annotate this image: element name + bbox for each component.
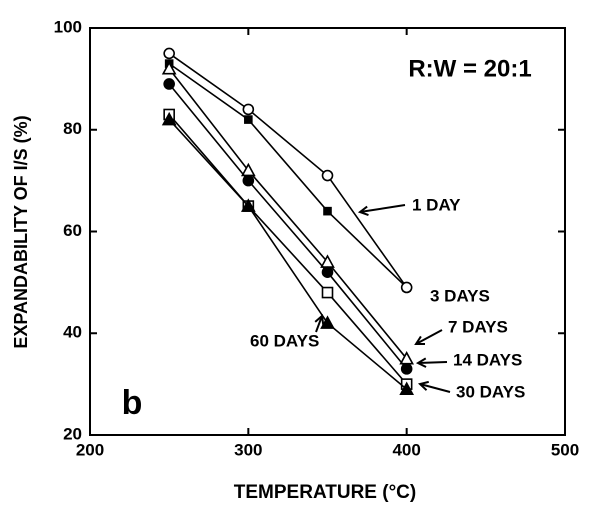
x-tick-label: 500 — [551, 440, 579, 459]
marker — [242, 103, 255, 116]
y-axis-title: EXPANDABILITY OF I/S (%) — [11, 115, 31, 348]
marker — [321, 286, 334, 299]
series-line — [168, 68, 408, 360]
series-line — [168, 119, 408, 390]
x-tick-label: 200 — [76, 440, 104, 459]
y-tick-label: 20 — [63, 424, 82, 443]
series-line — [168, 83, 408, 370]
series-label: 7 DAYS — [448, 317, 508, 336]
marker — [163, 78, 175, 90]
series-line — [168, 113, 408, 385]
x-tick-label: 300 — [234, 440, 262, 459]
marker — [320, 315, 335, 329]
arrow-head — [414, 335, 426, 346]
series-label: 1 DAY — [412, 195, 461, 214]
plot-frame — [89, 27, 566, 436]
marker — [323, 206, 332, 216]
arrow-head — [417, 380, 429, 391]
y-tick-label: 80 — [63, 119, 82, 138]
x-tick-label: 400 — [392, 440, 420, 459]
series-line — [168, 52, 408, 288]
arrow-head — [415, 357, 427, 368]
series-label: 60 DAYS — [250, 331, 319, 350]
marker — [242, 174, 255, 187]
marker — [163, 47, 175, 60]
marker — [400, 363, 413, 375]
series-label: 30 DAYS — [456, 382, 525, 401]
arrow — [415, 329, 443, 345]
y-tick-label: 60 — [63, 221, 82, 240]
y-tick-label: 100 — [54, 17, 82, 36]
y-tick-label: 40 — [63, 323, 82, 342]
marker — [244, 115, 253, 124]
marker — [399, 381, 415, 396]
marker — [240, 198, 256, 212]
arrow-head — [357, 205, 369, 216]
marker — [161, 111, 177, 126]
series-line — [168, 62, 408, 289]
marker — [321, 169, 334, 182]
marker — [321, 266, 334, 279]
arrow — [359, 204, 406, 213]
arrow — [315, 315, 323, 333]
marker — [161, 61, 177, 75]
marker — [400, 281, 413, 294]
x-axis-title: TEMPERATURE (°C) — [234, 482, 416, 503]
arrow-head — [314, 314, 325, 326]
series-label: 3 DAYS — [430, 286, 490, 305]
series-label: 14 DAYS — [453, 350, 522, 369]
arrow — [419, 383, 451, 393]
annotation: b — [122, 384, 143, 422]
arrow — [417, 361, 448, 364]
annotation: R:W = 20:1 — [408, 55, 531, 82]
